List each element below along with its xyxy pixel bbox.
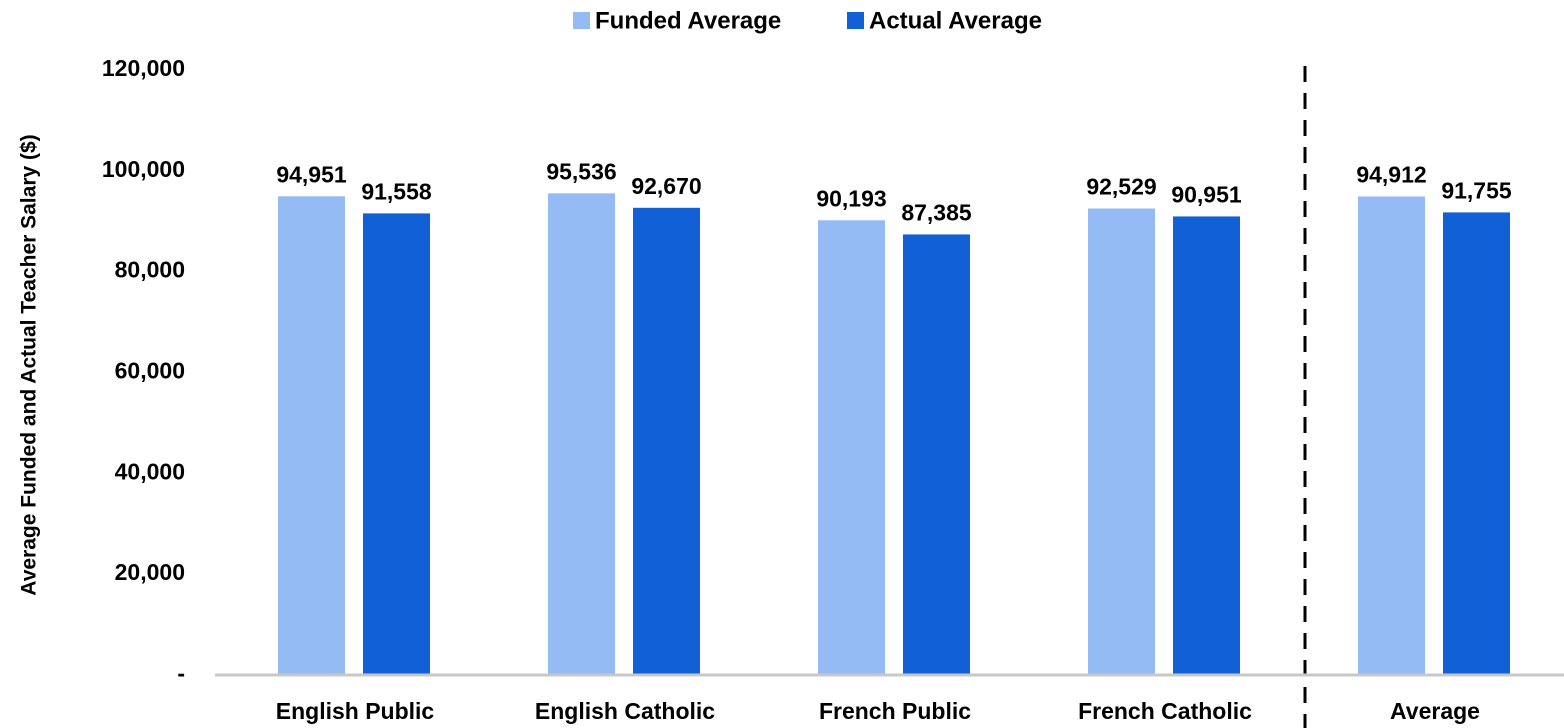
y-tick-label: 120,000 (102, 55, 185, 81)
bar (1088, 208, 1155, 675)
x-tick-label: Average (1390, 698, 1480, 724)
y-tick-label: - (177, 660, 185, 686)
y-axis-label: Average Funded and Actual Teacher Salary… (18, 134, 41, 595)
y-tick-label: 100,000 (102, 156, 185, 182)
data-label: 90,193 (816, 185, 886, 211)
data-label: 92,670 (631, 173, 701, 199)
data-label: 87,385 (901, 200, 972, 226)
y-tick-label: 20,000 (115, 559, 185, 585)
legend-label: Funded Average (595, 7, 781, 34)
legend-swatch (573, 12, 590, 29)
data-label: 94,912 (1356, 162, 1426, 188)
bar (1443, 212, 1510, 676)
bar (548, 193, 615, 675)
x-tick-label: English Public (276, 698, 435, 724)
bar (818, 220, 885, 675)
y-tick-label: 60,000 (115, 358, 185, 384)
bar (1173, 216, 1240, 675)
data-label: 91,558 (361, 178, 432, 204)
legend-label: Actual Average (869, 7, 1042, 34)
bar (1358, 196, 1425, 675)
x-tick-label: French Catholic (1078, 698, 1252, 724)
y-tick-label: 80,000 (115, 257, 185, 283)
data-label: 92,529 (1086, 174, 1156, 200)
data-label: 90,951 (1171, 182, 1242, 208)
bar (633, 207, 700, 675)
bar (278, 196, 345, 676)
x-tick-label: English Catholic (535, 698, 715, 724)
x-tick-label: French Public (819, 698, 971, 724)
bar (903, 234, 970, 675)
bar (363, 213, 430, 675)
y-tick-label: 40,000 (115, 458, 185, 484)
data-label: 95,536 (546, 158, 616, 184)
data-label: 91,755 (1441, 177, 1512, 203)
legend-swatch (847, 12, 864, 29)
data-label: 94,951 (276, 161, 347, 187)
